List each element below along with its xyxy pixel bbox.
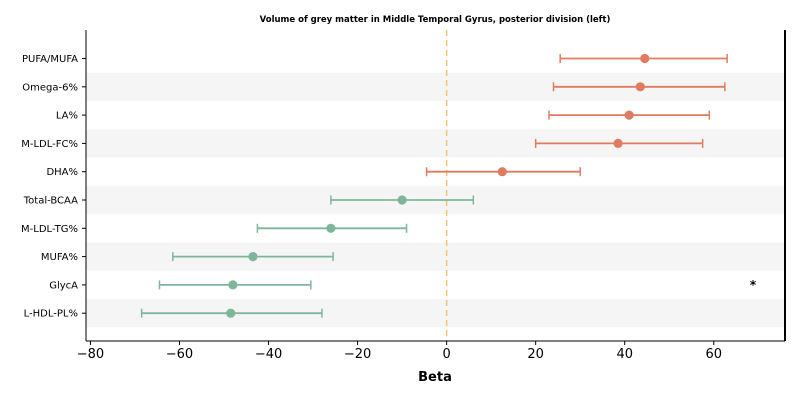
beta-point	[228, 280, 238, 290]
beta-point	[497, 167, 507, 177]
x-tick-label: −40	[255, 347, 282, 362]
category-labels: PUFA/MUFA Omega-6% LA% M-LDL-FC% DHA% Total-B…	[21, 54, 78, 320]
beta-point	[635, 82, 645, 92]
significance-annotation: *	[750, 278, 757, 292]
axes	[82, 30, 786, 342]
x-tick-label: −60	[166, 347, 193, 362]
category-label: MUFA%	[41, 252, 78, 263]
category-label: DHA%	[46, 167, 78, 178]
x-tick-label: −20	[344, 347, 371, 362]
category-label: LA%	[56, 111, 78, 122]
chart-title: Volume of grey matter in Middle Temporal…	[260, 15, 611, 25]
beta-point	[613, 138, 623, 148]
beta-point	[640, 53, 650, 64]
category-label: GlycA	[49, 280, 78, 291]
category-label: Omega-6%	[22, 82, 78, 93]
beta-point	[226, 308, 236, 318]
x-tick-label: 20	[527, 347, 544, 362]
x-axis-label: Beta	[418, 370, 452, 385]
category-label: L-HDL-PL%	[24, 309, 78, 320]
beta-points	[226, 53, 650, 318]
beta-point	[326, 223, 336, 233]
annotations: *	[750, 278, 757, 292]
category-label: PUFA/MUFA	[22, 54, 78, 65]
x-tick-label: −80	[77, 347, 104, 362]
beta-point	[624, 110, 634, 120]
beta-point	[248, 252, 258, 262]
x-tick-label: 60	[705, 347, 722, 362]
beta-point	[397, 195, 407, 205]
category-label: M-LDL-FC%	[21, 139, 78, 150]
category-label: M-LDL-TG%	[21, 224, 78, 235]
x-tick-label: 0	[442, 347, 450, 362]
x-ticks: −80 −60 −40 −20 0 20 40 60	[77, 341, 722, 362]
category-label: Total-BCAA	[23, 196, 78, 207]
x-tick-label: 40	[616, 347, 633, 362]
